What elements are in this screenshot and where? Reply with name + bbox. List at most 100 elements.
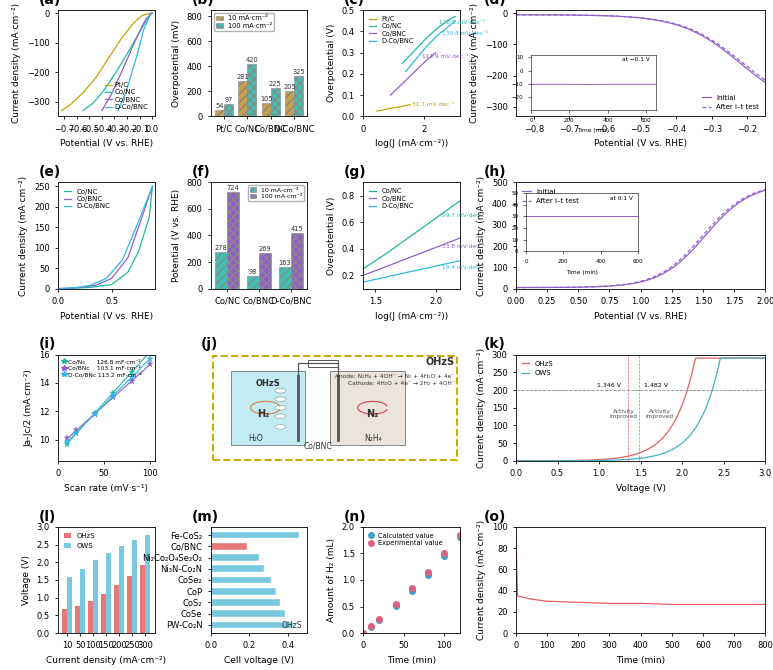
Co/BNC (75, 283, 84, 291)
Bar (210, 599, 281, 606)
OHzS (593, 456, 602, 464)
Pt/C (395, 103, 404, 111)
Text: 98: 98 (249, 269, 257, 275)
D-Co/BNC (422, 42, 431, 50)
OHzS (610, 454, 619, 462)
Co/NC (134, 248, 143, 256)
After i–t test (666, 19, 676, 27)
Text: (c): (c) (344, 0, 365, 7)
Experimental value (439, 549, 448, 557)
Co/NC (107, 281, 116, 289)
D-Co/BNC (121, 88, 131, 96)
Y-axis label: Overpotential (V): Overpotential (V) (327, 196, 336, 275)
Text: (n): (n) (344, 510, 366, 524)
D-Co/BNC (359, 278, 368, 286)
Co/BNC (106, 92, 115, 100)
OHzS (761, 354, 770, 362)
Text: OHzS: OHzS (256, 379, 281, 389)
Co/NC (78, 107, 87, 115)
Bar (75, 606, 80, 633)
Line: OWS: OWS (516, 358, 765, 461)
Legend: Initial, After i–t test: Initial, After i–t test (700, 92, 762, 113)
Bar (210, 577, 271, 584)
Y-axis label: Current density (mA·cm⁻²): Current density (mA·cm⁻²) (478, 520, 486, 640)
D-Co/BNC (138, 27, 148, 35)
Text: (g): (g) (344, 165, 366, 179)
Legend: Pt/C, Co/NC, Co/BNC, D-Co/BNC: Pt/C, Co/NC, Co/BNC, D-Co/BNC (366, 13, 417, 47)
Bar (67, 577, 72, 633)
Text: (m): (m) (192, 510, 219, 524)
Bar (63, 609, 67, 633)
Co/NC (446, 15, 455, 23)
Line: After i–t test: After i–t test (516, 190, 765, 287)
Calculated value (407, 587, 417, 595)
After i–t test (512, 283, 522, 291)
Co/NC (123, 268, 132, 276)
D-Co/BNC (145, 12, 155, 20)
X-axis label: Potential (V vs. RHE): Potential (V vs. RHE) (60, 312, 153, 320)
D-Co/BNC (62, 284, 71, 292)
OWS (512, 457, 521, 465)
Bar (210, 554, 259, 561)
Circle shape (275, 405, 286, 410)
Bar (114, 586, 119, 633)
Text: (e): (e) (39, 165, 61, 179)
Calculated value (359, 629, 368, 637)
Line: Initial: Initial (516, 15, 769, 85)
Y-axis label: Current density (mA·cm⁻²): Current density (mA·cm⁻²) (477, 176, 486, 295)
Co/NC (359, 265, 368, 273)
Text: Cathode: 4H₂O + 4e⁻ → 2H₂ + 4OH⁻: Cathode: 4H₂O + 4e⁻ → 2H₂ + 4OH⁻ (348, 381, 455, 387)
Polygon shape (330, 371, 405, 445)
Text: 163: 163 (278, 260, 291, 266)
X-axis label: Scan rate (mV·s⁻¹): Scan rate (mV·s⁻¹) (64, 484, 148, 492)
Calculated value (423, 571, 432, 579)
Legend: OHzS, OWS: OHzS, OWS (519, 358, 556, 379)
Bar (210, 565, 264, 572)
Bar (215, 110, 224, 117)
Pt/C (373, 107, 382, 115)
Text: 97: 97 (224, 98, 233, 103)
Text: H₂O: H₂O (248, 433, 263, 443)
Legend: 10 mA·cm⁻², 100 mA·cm⁻²: 10 mA·cm⁻², 100 mA·cm⁻² (214, 13, 274, 31)
Initial (662, 18, 671, 26)
Legend: Co/Nc      126.8 mF·cm⁻², Co/BNc    103.1 mF·cm⁻², D-Co/BNc 113.2 mF·cm⁻²: Co/Nc 126.8 mF·cm⁻², Co/BNc 103.1 mF·cm⁻… (61, 358, 144, 379)
Bar (80, 569, 85, 633)
Bar (285, 90, 294, 117)
Text: N₂: N₂ (366, 409, 379, 419)
Line: D-Co/BNC: D-Co/BNC (363, 261, 460, 282)
Co/BNC (431, 243, 441, 251)
Initial (512, 283, 521, 291)
D-Co/BNC (433, 31, 442, 40)
Bar (210, 532, 298, 539)
Line: After i–t test: After i–t test (516, 15, 769, 82)
Bar (271, 88, 280, 117)
After i–t test (659, 268, 668, 276)
Y-axis label: Current density (mA·cm⁻²): Current density (mA·cm⁻²) (477, 348, 486, 468)
After i–t test (737, 195, 747, 203)
Co/BNC (134, 223, 143, 231)
Bar (88, 601, 94, 633)
Co/NC (125, 46, 135, 54)
Y-axis label: Voltage (V): Voltage (V) (22, 555, 31, 605)
Co/BNC (97, 107, 107, 115)
Pt/C (116, 36, 125, 44)
Text: 105: 105 (260, 96, 273, 103)
Initial (741, 63, 750, 71)
OHzS (693, 354, 703, 362)
Bar (294, 76, 303, 117)
D-Co/BNC (73, 283, 82, 291)
Co/NC (451, 13, 460, 21)
Circle shape (275, 389, 286, 393)
D-Co/BNC (451, 17, 460, 25)
D-Co/BNC (53, 285, 63, 293)
Bar (210, 610, 285, 617)
Co/BNC (148, 9, 157, 17)
Co/NC (422, 34, 431, 42)
Legend: Co/NC, Co/BNC, D-Co/BNC: Co/NC, Co/BNC, D-Co/BNC (61, 186, 114, 212)
Experimental value (455, 531, 465, 539)
After i–t test (512, 11, 522, 19)
Calculated value (439, 552, 448, 560)
After i–t test (764, 78, 773, 86)
D-Co/BNC (455, 257, 465, 265)
Y-axis label: Current density (mA·cm⁻²): Current density (mA·cm⁻²) (470, 3, 479, 123)
